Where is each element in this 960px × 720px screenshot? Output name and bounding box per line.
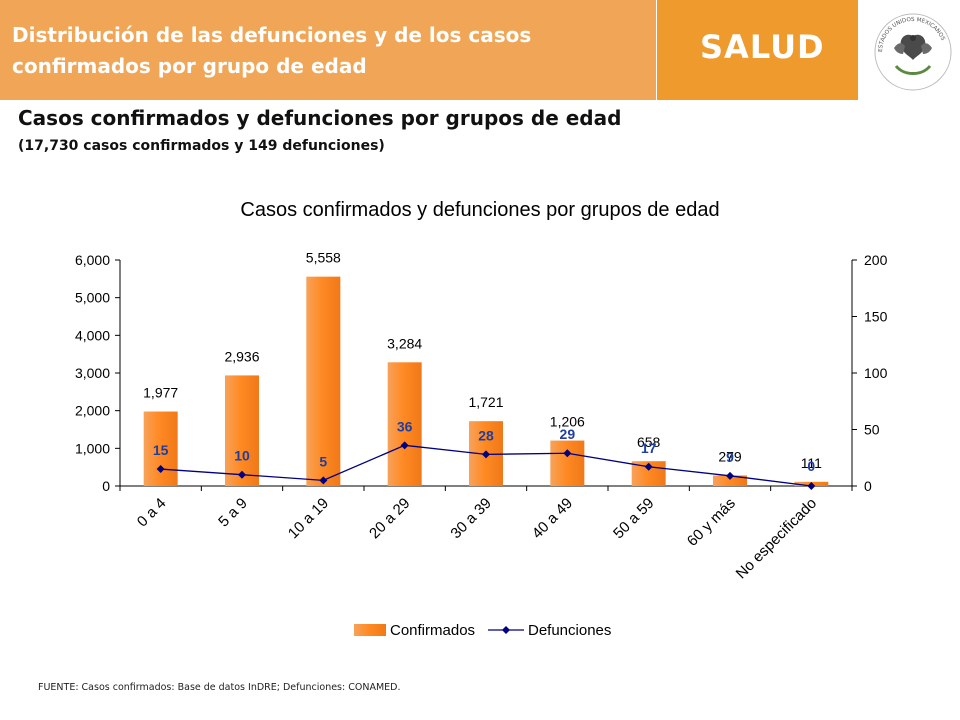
right-axis-tick-label: 50 [864, 422, 880, 438]
bar-data-label: 1,206 [550, 414, 585, 430]
bar-data-label: 1,977 [143, 385, 178, 401]
bar-data-label: 5,558 [306, 250, 341, 266]
right-axis-tick-label: 200 [864, 252, 888, 268]
line-data-label: 29 [560, 426, 576, 442]
defunciones-point [238, 470, 246, 479]
header-title: Distribución de las defunciones y de los… [12, 23, 532, 78]
line-data-label: 10 [234, 448, 250, 464]
defunciones-point [726, 471, 734, 480]
line-data-label: 9 [726, 449, 734, 465]
left-axis-tick-label: 2,000 [75, 403, 110, 419]
bar-data-label: 279 [718, 448, 742, 464]
right-axis-tick-label: 150 [864, 309, 888, 325]
brand-logo: SALUD [700, 28, 825, 66]
x-axis-tick-label: 30 a 39 [447, 495, 494, 542]
bar-data-label: 1,721 [468, 394, 503, 410]
source-footnote: FUENTE: Casos confirmados: Base de datos… [38, 682, 401, 693]
legend-label-defunciones: Defunciones [528, 622, 611, 639]
left-axis-tick-label: 0 [102, 478, 110, 494]
defunciones-point [644, 462, 653, 471]
left-axis-tick-label: 4,000 [75, 327, 110, 343]
header-title-panel: Distribución de las defunciones y de los… [0, 0, 656, 100]
legend-swatch-confirmados [354, 624, 386, 636]
defunciones-point [482, 450, 490, 459]
x-axis-tick-label: 50 a 59 [610, 495, 657, 542]
defunciones-point [563, 449, 572, 458]
chart-title: Casos confirmados y defunciones por grup… [240, 199, 719, 221]
bar-confirmados [306, 276, 341, 486]
header-banner: Distribución de las defunciones y de los… [0, 0, 960, 100]
legend-marker-defunciones [502, 626, 510, 634]
x-axis-tick-label: No especificado [733, 495, 820, 582]
slide-note: (17,730 casos confirmados y 149 defuncio… [18, 138, 385, 154]
line-data-label: 15 [153, 442, 169, 458]
x-axis-tick-label: 40 a 49 [529, 495, 576, 542]
defunciones-point [400, 441, 409, 450]
slide-subtitle: Casos confirmados y defunciones por grup… [18, 106, 622, 130]
legend-label-confirmados: Confirmados [390, 622, 475, 639]
bar-data-label: 2,936 [224, 348, 259, 364]
defunciones-point [807, 482, 816, 490]
bar-data-label: 658 [637, 434, 661, 450]
x-axis-tick-label: 0 a 4 [134, 495, 170, 531]
line-data-label: 17 [641, 440, 657, 456]
left-axis-tick-label: 6,000 [75, 252, 110, 268]
bar-confirmados [550, 440, 585, 486]
right-axis-tick-label: 100 [864, 365, 888, 381]
bar-data-label: 111 [801, 455, 822, 471]
bar-data-label: 3,284 [387, 335, 422, 351]
line-data-label: 5 [319, 453, 327, 469]
left-axis-tick-label: 1,000 [75, 440, 110, 456]
x-axis-tick-label: 20 a 29 [366, 495, 413, 542]
defunciones-point [319, 476, 328, 485]
bar-confirmados [143, 411, 178, 486]
brand-panel [657, 0, 858, 100]
x-axis-tick-label: 5 a 9 [215, 495, 251, 531]
left-axis-tick-label: 3,000 [75, 365, 110, 381]
bar-confirmados [387, 362, 422, 486]
line-data-label: 36 [397, 418, 413, 434]
right-axis-tick-label: 0 [864, 478, 872, 494]
left-axis-tick-label: 5,000 [75, 290, 110, 306]
defunciones-point [156, 465, 165, 474]
line-data-label: 0 [807, 458, 815, 474]
bar-confirmados [225, 375, 259, 486]
x-axis-tick-label: 10 a 19 [285, 495, 332, 542]
line-data-label: 28 [478, 427, 494, 443]
bar-confirmados [713, 475, 747, 486]
x-axis-tick-label: 60 y más [684, 495, 739, 550]
mexican-seal-icon: ESTADOS UNIDOS MEXICANOS [874, 13, 952, 91]
